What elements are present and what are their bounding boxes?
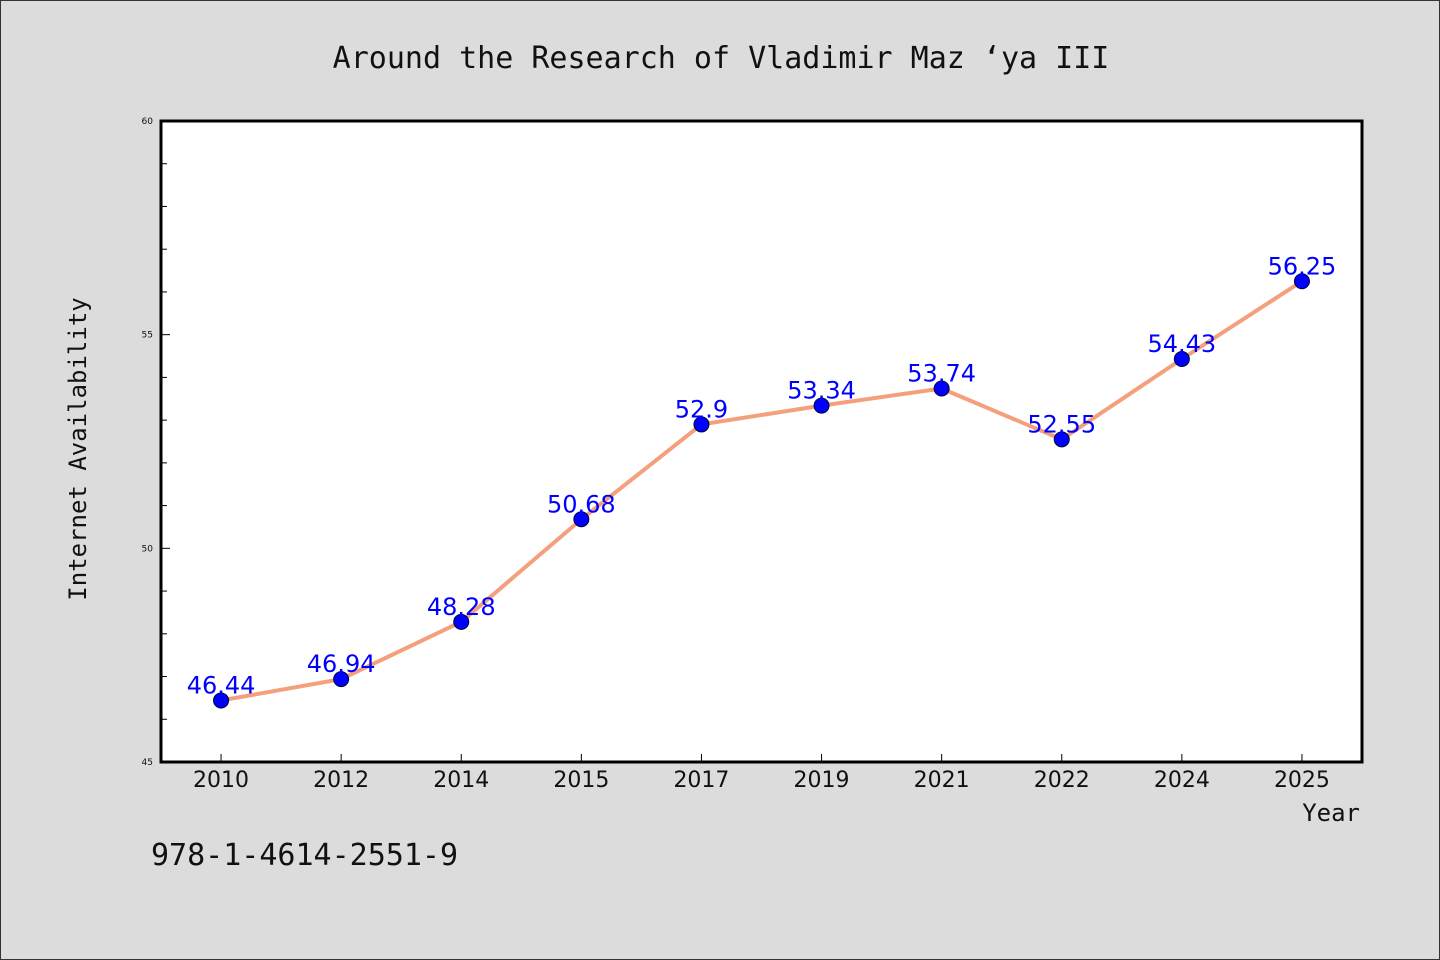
data-point (1293, 273, 1310, 290)
x-tick-label: 2017 (673, 768, 729, 793)
data-label: 46.44 (187, 671, 256, 699)
data-label: 56.25 (1268, 252, 1337, 280)
data-point (693, 416, 710, 433)
data-point (453, 613, 470, 630)
data-point (1053, 431, 1070, 448)
x-tick-label: 2021 (914, 768, 970, 793)
isbn-text: 978-1-4614-2551-9 (151, 838, 458, 873)
y-tick-label: 55 (142, 331, 153, 341)
x-axis: 2010 2012 2014 2015 2017 2019 2021 2022 2024 2025 (193, 754, 1330, 793)
x-tick-label: 2015 (553, 768, 609, 793)
data-point (333, 671, 350, 688)
plot-area (159, 119, 1364, 764)
y-tick-label: 60 (142, 117, 154, 127)
y-axis: 45 50 55 60 (142, 117, 170, 768)
x-tick-label: 2024 (1154, 768, 1210, 793)
data-label: 46.94 (307, 650, 376, 678)
x-tick-label: 2012 (313, 768, 369, 793)
data-label: 48.28 (427, 593, 496, 621)
y-tick-label: 45 (142, 758, 153, 768)
x-tick-label: 2025 (1274, 768, 1330, 793)
data-point (213, 692, 230, 709)
chart-title: Around the Research of Vladimir Maz ‘ya … (333, 41, 1110, 76)
y-tick-label: 50 (142, 544, 154, 554)
data-label: 52.9 (675, 395, 728, 423)
x-tick-label: 2019 (794, 768, 850, 793)
data-point (933, 380, 950, 397)
x-tick-label: 2010 (193, 768, 249, 793)
data-label: 50.68 (547, 490, 616, 518)
data-point (1173, 351, 1190, 368)
data-point (813, 397, 830, 414)
data-point (573, 511, 590, 528)
series-line (220, 279, 1304, 703)
data-label: 53.34 (787, 377, 856, 405)
series-layer: 46.44 46.94 48.28 50.68 52.9 53.34 53.74 52.55 5… (187, 252, 1337, 709)
y-axis-label: Internet Availability (64, 297, 92, 600)
data-label: 53.74 (907, 360, 976, 388)
x-tick-label: 2014 (433, 768, 489, 793)
data-label: 54.43 (1147, 330, 1216, 358)
data-label: 52.55 (1027, 410, 1096, 438)
x-axis-label: Year (1302, 799, 1360, 827)
x-tick-label: 2022 (1034, 768, 1090, 793)
